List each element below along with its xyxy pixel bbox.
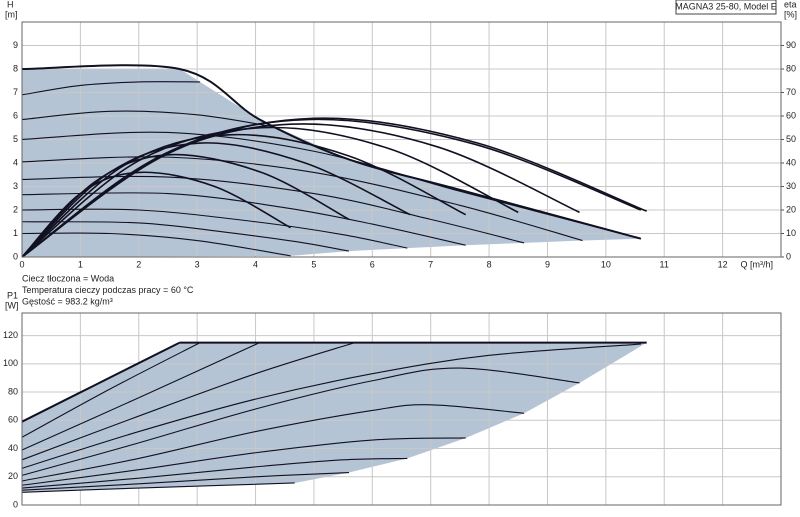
y2-tick-label: 50	[786, 134, 796, 144]
curve	[21, 171, 291, 258]
y2-tick-label: 60	[786, 110, 796, 120]
curve	[21, 457, 408, 489]
annotation: Ciecz tłoczona = Woda	[22, 273, 114, 283]
curve	[21, 64, 642, 240]
curve	[21, 482, 295, 493]
y2-tick-label: 80	[786, 63, 796, 73]
y2-tick-label: 10	[786, 228, 796, 238]
y2-tick-label: 90	[786, 40, 796, 50]
y2-tick-label: 30	[786, 181, 796, 191]
curve	[21, 118, 642, 258]
curve	[21, 142, 411, 258]
y-axis-unit: [m]	[5, 9, 18, 19]
y-tick-label: 120	[3, 330, 18, 340]
y-tick-label: 0	[13, 251, 18, 261]
x-tick-label: 0	[19, 259, 24, 269]
curve	[21, 117, 648, 258]
y-tick-label: 100	[3, 358, 18, 368]
chart-title: MAGNA3 25-80, Model E	[675, 1, 777, 11]
annotation: Temperatura cieczy podczas pracy = 60 °C	[22, 285, 194, 295]
y-tick-label: 20	[8, 471, 18, 481]
curve	[21, 232, 291, 257]
y-tick-label: 8	[13, 63, 18, 73]
curve	[21, 437, 466, 486]
curve	[21, 367, 580, 476]
x-tick-label: 4	[253, 259, 258, 269]
y-axis-label: P1	[7, 290, 18, 300]
y2-tick-label: 20	[786, 204, 796, 214]
curve	[21, 81, 201, 96]
curve	[21, 404, 525, 482]
y2-tick-label: 70	[786, 87, 796, 97]
y-tick-label: 2	[13, 204, 18, 214]
y2-tick-label: 40	[786, 157, 796, 167]
curve	[21, 110, 279, 129]
curve	[21, 133, 467, 258]
curve	[21, 221, 350, 252]
y-tick-label: 9	[13, 40, 18, 50]
curve	[21, 342, 260, 451]
y-tick-label: 40	[8, 443, 18, 453]
curve	[21, 153, 350, 258]
x-tick-label: 11	[660, 259, 669, 269]
curve	[21, 342, 201, 438]
y2-axis-label: eta	[784, 0, 797, 9]
y-tick-label: 7	[13, 87, 18, 97]
y-axis-unit: [W]	[5, 300, 19, 310]
y-tick-label: 1	[13, 228, 18, 238]
x-tick-label: 2	[136, 259, 141, 269]
curve	[21, 342, 355, 461]
curve	[21, 156, 583, 242]
y2-tick-label: 0	[786, 251, 791, 261]
x-tick-label: 6	[370, 259, 375, 269]
y-tick-label: 80	[8, 386, 18, 396]
y-tick-label: 5	[13, 134, 18, 144]
y-tick-label: 6	[13, 110, 18, 120]
y-tick-label: 3	[13, 181, 18, 191]
x-tick-label: 8	[487, 259, 492, 269]
curve	[21, 126, 519, 258]
x-tick-label: 1	[78, 259, 83, 269]
x-tick-label: 3	[195, 259, 200, 269]
x-tick-label: 5	[311, 259, 316, 269]
y-tick-label: 0	[13, 499, 18, 509]
x-tick-label: 9	[545, 259, 550, 269]
x-tick-label: 12	[718, 259, 728, 269]
x-tick-label: 7	[428, 259, 433, 269]
curve	[21, 341, 181, 423]
curve	[21, 208, 408, 249]
x-tick-label: 10	[601, 259, 611, 269]
legend-box	[675, 0, 777, 15]
y2-axis-unit: [%]	[784, 9, 797, 19]
x-axis-label: Q [m³/h]	[740, 259, 773, 269]
curve	[21, 343, 641, 469]
curve	[21, 471, 349, 491]
y-tick-label: 60	[8, 415, 18, 425]
y-tick-label: 4	[13, 157, 18, 167]
plot-frame	[21, 21, 782, 258]
y-axis-label: H	[7, 0, 14, 9]
annotation: Gęstość = 983.2 kg/m³	[22, 296, 113, 306]
curve	[21, 131, 642, 240]
plot-frame	[21, 312, 782, 506]
